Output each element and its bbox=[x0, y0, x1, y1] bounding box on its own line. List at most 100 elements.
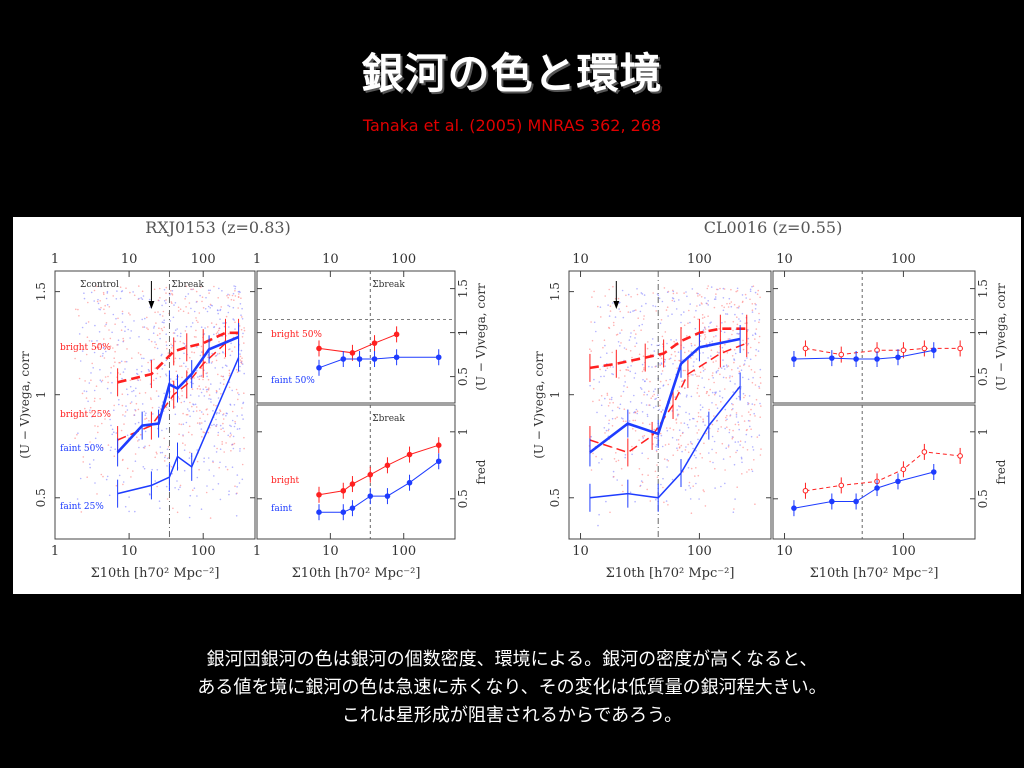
scatter-point bbox=[234, 485, 236, 488]
scatter-point bbox=[207, 356, 209, 359]
scatter-point bbox=[620, 342, 622, 344]
scatter-point bbox=[638, 353, 641, 356]
scatter-point bbox=[182, 412, 184, 415]
scatter-point bbox=[663, 501, 665, 504]
scatter-point bbox=[147, 328, 149, 331]
scatter-point bbox=[660, 319, 663, 321]
scatter-point bbox=[655, 445, 657, 448]
scatter-point bbox=[93, 300, 95, 302]
scatter-point bbox=[690, 395, 693, 398]
scatter-point bbox=[708, 452, 710, 454]
scatter-point bbox=[121, 459, 124, 462]
scatter-point bbox=[142, 466, 145, 468]
data-point bbox=[435, 442, 442, 448]
data-point bbox=[435, 354, 442, 361]
data-point bbox=[930, 469, 937, 475]
scatter-point bbox=[87, 321, 90, 323]
scatter-point bbox=[680, 444, 683, 447]
scatter-point bbox=[135, 387, 137, 390]
scatter-point bbox=[217, 329, 220, 332]
scatter-point bbox=[111, 428, 114, 431]
scatter-point bbox=[122, 483, 124, 486]
scatter-point bbox=[654, 470, 657, 473]
scatter-point bbox=[230, 450, 232, 452]
scatter-point bbox=[658, 408, 660, 411]
scatter-point bbox=[222, 375, 224, 378]
scatter-point bbox=[758, 385, 760, 388]
scatter-point bbox=[182, 310, 185, 313]
scatter-point bbox=[92, 459, 95, 461]
scatter-point bbox=[159, 376, 162, 378]
scatter-point bbox=[149, 306, 151, 309]
scatter-point bbox=[236, 474, 239, 476]
scatter-point bbox=[156, 469, 159, 471]
scatter-point bbox=[695, 467, 697, 469]
scatter-point bbox=[150, 398, 152, 401]
scatter-point bbox=[208, 387, 210, 389]
scatter-point bbox=[743, 363, 746, 365]
scatter-point bbox=[623, 347, 626, 349]
scatter-point bbox=[193, 336, 196, 338]
scatter-point bbox=[154, 311, 156, 314]
scatter-point bbox=[124, 330, 126, 332]
scatter-point bbox=[648, 390, 650, 393]
scatter-point bbox=[718, 352, 720, 354]
scatter-point bbox=[671, 478, 674, 481]
data-point bbox=[371, 356, 378, 362]
scatter-point bbox=[90, 412, 92, 414]
scatter-point bbox=[133, 294, 136, 297]
scatter-point bbox=[722, 350, 724, 352]
scatter-point bbox=[737, 421, 739, 423]
scatter-point bbox=[632, 310, 634, 312]
y-tick-label: 1 bbox=[976, 329, 990, 337]
scatter-point bbox=[104, 345, 107, 348]
scatter-point bbox=[686, 423, 689, 426]
scatter-point bbox=[119, 297, 122, 300]
data-point bbox=[921, 345, 928, 352]
scatter-point bbox=[704, 327, 706, 329]
scatter-point bbox=[631, 356, 633, 359]
scatter-point bbox=[712, 377, 714, 379]
series-line bbox=[318, 333, 397, 354]
scatter-point bbox=[675, 308, 678, 310]
scatter-point bbox=[693, 361, 695, 363]
scatter-point bbox=[609, 366, 612, 368]
scatter-point bbox=[228, 490, 230, 493]
scatter-point bbox=[662, 385, 664, 387]
series-line bbox=[793, 471, 934, 509]
scatter-point bbox=[219, 410, 222, 413]
scatter-point bbox=[195, 336, 197, 338]
scatter-point bbox=[609, 305, 612, 307]
data-point bbox=[349, 350, 356, 356]
scatter-point bbox=[237, 290, 240, 293]
scatter-point bbox=[664, 331, 667, 333]
scatter-point bbox=[709, 388, 711, 391]
scatter-point bbox=[75, 308, 77, 311]
scatter-point bbox=[143, 467, 146, 470]
scatter-point bbox=[181, 390, 183, 392]
scatter-point bbox=[221, 441, 223, 443]
scatter-point bbox=[721, 322, 723, 324]
scatter-point bbox=[715, 293, 717, 295]
scatter-point bbox=[124, 505, 127, 508]
scatter-point bbox=[167, 446, 170, 448]
scatter-point bbox=[99, 300, 101, 302]
y-tick-label: 1.5 bbox=[976, 279, 990, 298]
scatter-point bbox=[727, 306, 730, 308]
scatter-point bbox=[611, 373, 613, 375]
scatter-point bbox=[231, 389, 233, 392]
scatter-point bbox=[99, 308, 101, 311]
scatter-point bbox=[138, 297, 140, 300]
scatter-point bbox=[727, 446, 730, 448]
scatter-point bbox=[618, 308, 620, 310]
scatter-point bbox=[123, 423, 125, 425]
scatter-point bbox=[235, 388, 238, 391]
scatter-point bbox=[751, 470, 754, 473]
scatter-point bbox=[705, 343, 708, 345]
scatter-point bbox=[711, 391, 714, 394]
scatter-point bbox=[677, 443, 680, 445]
scatter-point bbox=[598, 399, 601, 401]
scatter-point bbox=[134, 423, 137, 425]
data-point bbox=[895, 354, 901, 361]
scatter-point bbox=[206, 413, 209, 416]
